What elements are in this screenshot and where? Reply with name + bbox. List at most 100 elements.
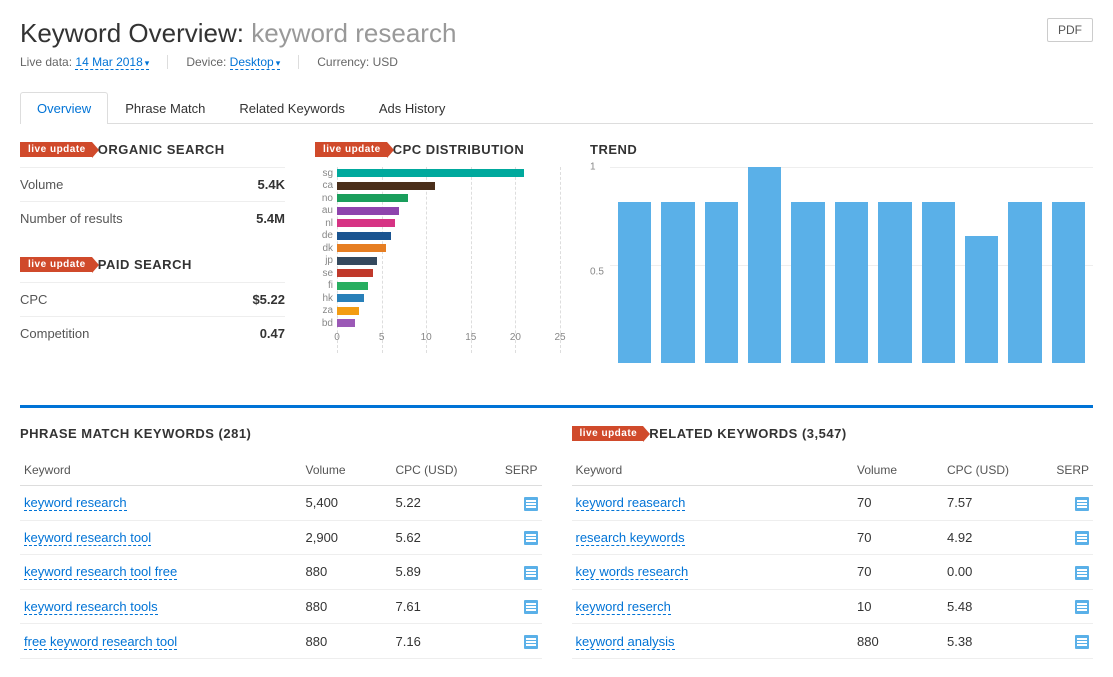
page-title: Keyword Overview: keyword research (20, 18, 456, 49)
trend-bar (705, 202, 738, 363)
pdf-button[interactable]: PDF (1047, 18, 1093, 42)
metric-label: Volume (20, 177, 63, 192)
cpc-axis-tick: 5 (379, 332, 385, 343)
keyword-link[interactable]: keyword analysis (576, 634, 675, 650)
table-row: keyword analysis8805.38 (572, 624, 1094, 659)
keyword-link[interactable]: keyword research tool (24, 530, 151, 546)
cpc-bar (337, 219, 395, 227)
keyword-link[interactable]: free keyword research tool (24, 634, 177, 650)
cpc-cell: 5.22 (392, 486, 492, 521)
meta-row: Live data: 14 Mar 2018▾ Device: Desktop▾… (20, 55, 456, 69)
keyword-link[interactable]: keyword research (24, 495, 127, 511)
table-row: keyword reasearch707.57 (572, 486, 1094, 521)
trend-bar (835, 202, 868, 363)
cpc-bar-row: se (315, 267, 560, 280)
table-row: keyword research tool free8805.89 (20, 555, 542, 590)
cpc-chart: sgcanoaunldedkjpsefihkzabd 0510152025 (315, 167, 560, 377)
table-header: Keyword (20, 455, 302, 486)
serp-icon[interactable] (1075, 566, 1089, 580)
tabs: Overview Phrase Match Related Keywords A… (20, 91, 1093, 124)
cpc-bar-row: au (315, 205, 560, 218)
trend-y-label: 1 (590, 162, 596, 173)
device-select[interactable]: Desktop▾ (230, 55, 281, 70)
metric-row: CPC$5.22 (20, 282, 285, 316)
trend-bar (1052, 202, 1085, 363)
cpc-cell: 7.61 (392, 589, 492, 624)
volume-cell: 880 (302, 555, 392, 590)
trend-bar (618, 202, 651, 363)
tab-related-keywords[interactable]: Related Keywords (222, 92, 362, 124)
keyword-link[interactable]: keyword reasearch (576, 495, 686, 511)
trend-bar (661, 202, 694, 363)
cpc-cell: 5.62 (392, 520, 492, 555)
table-header: SERP (1043, 455, 1093, 486)
tab-ads-history[interactable]: Ads History (362, 92, 462, 124)
serp-icon[interactable] (524, 566, 538, 580)
cpc-bar (337, 294, 364, 302)
keyword-link[interactable]: key words research (576, 564, 689, 580)
metric-value: 0.47 (260, 326, 285, 341)
serp-icon[interactable] (524, 600, 538, 614)
serp-icon[interactable] (524, 635, 538, 649)
serp-icon[interactable] (1075, 635, 1089, 649)
table-row: keyword research5,4005.22 (20, 486, 542, 521)
cpc-bar (337, 207, 399, 215)
cpc-bar-label: za (315, 305, 333, 316)
tab-phrase-match[interactable]: Phrase Match (108, 92, 222, 124)
cpc-bar-label: dk (315, 243, 333, 254)
cpc-bar (337, 232, 391, 240)
cpc-bar-label: nl (315, 218, 333, 229)
cpc-bar (337, 194, 408, 202)
cpc-bar-label: de (315, 230, 333, 241)
cpc-axis-tick: 0 (334, 332, 340, 343)
live-update-badge: live update (572, 426, 644, 441)
serp-icon[interactable] (524, 531, 538, 545)
cpc-bar-row: dk (315, 242, 560, 255)
cpc-cell: 5.38 (943, 624, 1043, 659)
live-data-date[interactable]: 14 Mar 2018▾ (75, 55, 149, 70)
table-header: Keyword (572, 455, 854, 486)
cpc-bar-label: no (315, 193, 333, 204)
trend-bar (878, 202, 911, 363)
trend-bar (791, 202, 824, 363)
serp-icon[interactable] (1075, 531, 1089, 545)
keyword-link[interactable]: keyword research tool free (24, 564, 177, 580)
live-update-badge: live update (20, 142, 92, 157)
cpc-bar-label: se (315, 268, 333, 279)
cpc-axis-tick: 10 (421, 332, 432, 343)
serp-icon[interactable] (1075, 600, 1089, 614)
related-keywords-title: live update RELATED KEYWORDS (3,547) (572, 426, 1094, 441)
keyword-link[interactable]: research keywords (576, 530, 685, 546)
metric-value: 5.4K (258, 177, 285, 192)
chevron-down-icon: ▾ (145, 58, 150, 68)
trend-title: TREND (590, 142, 1093, 157)
serp-icon[interactable] (524, 497, 538, 511)
volume-cell: 70 (853, 555, 943, 590)
table-row: key words research 700.00 (572, 555, 1094, 590)
metric-row: Competition0.47 (20, 316, 285, 350)
serp-icon[interactable] (1075, 497, 1089, 511)
trend-chart: 0.51 (590, 167, 1093, 377)
metric-row: Volume 5.4K (20, 167, 285, 201)
tab-overview[interactable]: Overview (20, 92, 108, 124)
live-update-badge: live update (315, 142, 387, 157)
cpc-cell: 0.00 (943, 555, 1043, 590)
cpc-bar-label: au (315, 205, 333, 216)
table-header: SERP (492, 455, 542, 486)
cpc-axis-tick: 15 (465, 332, 476, 343)
cpc-cell: 7.57 (943, 486, 1043, 521)
cpc-bar (337, 257, 377, 265)
table-row: free keyword research tool8807.16 (20, 624, 542, 659)
table-row: research keywords704.92 (572, 520, 1094, 555)
paid-search-title: live update PAID SEARCH (20, 257, 285, 272)
table-row: keyword reserch105.48 (572, 589, 1094, 624)
title-keyword: keyword research (251, 18, 456, 48)
cpc-cell: 5.48 (943, 589, 1043, 624)
metric-value: 5.4M (256, 211, 285, 226)
cpc-axis-tick: 20 (510, 332, 521, 343)
table-header: CPC (USD) (392, 455, 492, 486)
cpc-bar-row: fi (315, 280, 560, 293)
cpc-cell: 4.92 (943, 520, 1043, 555)
table-row: keyword research tool2,9005.62 (20, 520, 542, 555)
section-divider (20, 405, 1093, 408)
